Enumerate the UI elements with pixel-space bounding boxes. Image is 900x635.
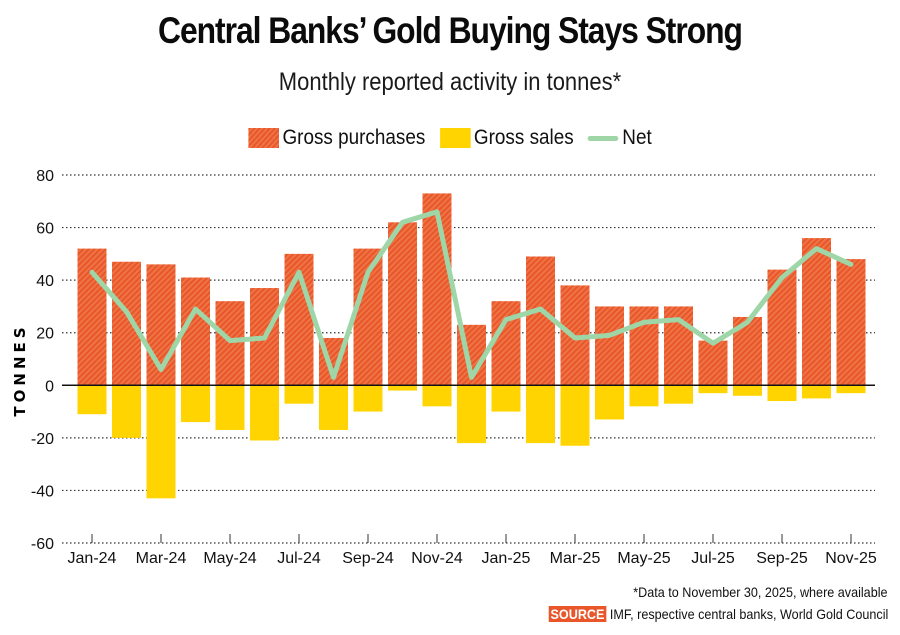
source-text: IMF, respective central banks, World Gol… [609,606,888,622]
purchase-bar [802,238,831,386]
x-tick-label: Jul-24 [277,550,321,567]
purchase-bar [698,340,728,386]
source-line: SOURCE IMF, respective central banks, Wo… [548,606,888,622]
sales-bar [457,385,486,444]
purchase-bar [215,301,245,386]
sales-bar [112,385,141,438]
bars-layer [77,193,866,499]
sales-bar [250,385,279,441]
purchase-bar [595,306,624,386]
sales-bar [560,385,590,446]
legend-label-net: Net [622,126,652,149]
sales-bar [629,385,659,407]
x-tick-label: Sep-25 [756,550,808,567]
sales-bar [526,385,555,444]
sales-bar [284,385,314,404]
x-tick-label: Nov-25 [825,550,877,567]
x-tick-label: May-25 [617,550,670,567]
sales-bar [836,385,866,394]
sales-bar [698,385,728,394]
y-axis: 80 60 40 20 0 -20 -40 -60 [31,168,54,553]
x-tick-label: Sep-24 [342,550,394,567]
x-tick-label: Jul-25 [691,550,735,567]
y-axis-title: TONNES [11,323,29,416]
y-tick-label: 60 [36,221,54,238]
x-tick-label: Nov-24 [411,550,463,567]
purchase-bar [526,256,555,386]
sales-bar [595,385,624,420]
legend-swatch-purchases [248,128,279,148]
x-tick-label: May-24 [203,550,256,567]
purchase-bar [112,261,141,386]
x-tick-label: Jan-25 [482,550,531,567]
purchase-bar [388,222,417,386]
purchase-bar [491,301,521,386]
sales-bar [215,385,245,430]
sales-bar [767,385,797,402]
source-tag: SOURCE [548,606,606,622]
purchase-bar [77,248,107,386]
legend-swatch-net [588,135,619,141]
net-series-line [89,209,854,380]
sales-bar [181,385,210,423]
y-tick-label: -40 [31,483,54,500]
sales-bar [388,385,417,391]
y-tick-label: 40 [36,273,54,290]
purchase-bar [629,306,659,386]
sales-bar [353,385,383,412]
legend-label-purchases: Gross purchases [282,126,426,149]
chart-subtitle: Monthly reported activity in tonnes* [278,68,622,96]
x-tick-label: Mar-25 [550,550,601,567]
sales-bar [77,385,107,415]
legend-item-net: Net [588,126,652,150]
footnote: *Data to November 30, 2025, where availa… [633,584,888,600]
sales-bar [664,385,693,404]
y-tick-label: 80 [36,168,54,185]
y-tick-label: -60 [31,536,54,553]
legend-label-sales: Gross sales [473,126,574,149]
y-tick-label: -20 [31,431,54,448]
legend-item-sales: Gross sales [439,126,574,150]
net-line-layer [89,209,854,380]
y-tick-label: 0 [45,378,54,395]
purchase-bar [836,259,866,386]
x-tick-label: Jan-24 [68,550,117,567]
y-tick-label: 20 [36,326,54,343]
legend-item-purchases: Gross purchases [248,126,425,150]
x-axis: Jan-24 Mar-24 May-24 Jul-24 Sep-24 Nov-24 Jan-… [68,534,877,567]
sales-bar [733,385,762,396]
legend: Gross purchases Gross sales Net [45,126,855,150]
sales-bar [422,385,452,407]
sales-bar [802,385,831,399]
x-tick-label: Mar-24 [136,550,187,567]
sales-bar [319,385,348,430]
legend-swatch-sales [439,128,471,148]
purchase-bar [181,277,210,386]
sales-bar [146,385,176,499]
chart-title: Central Banks’ Gold Buying Stays Strong [158,10,743,51]
sales-bar [491,385,521,412]
purchase-bar [422,193,452,386]
